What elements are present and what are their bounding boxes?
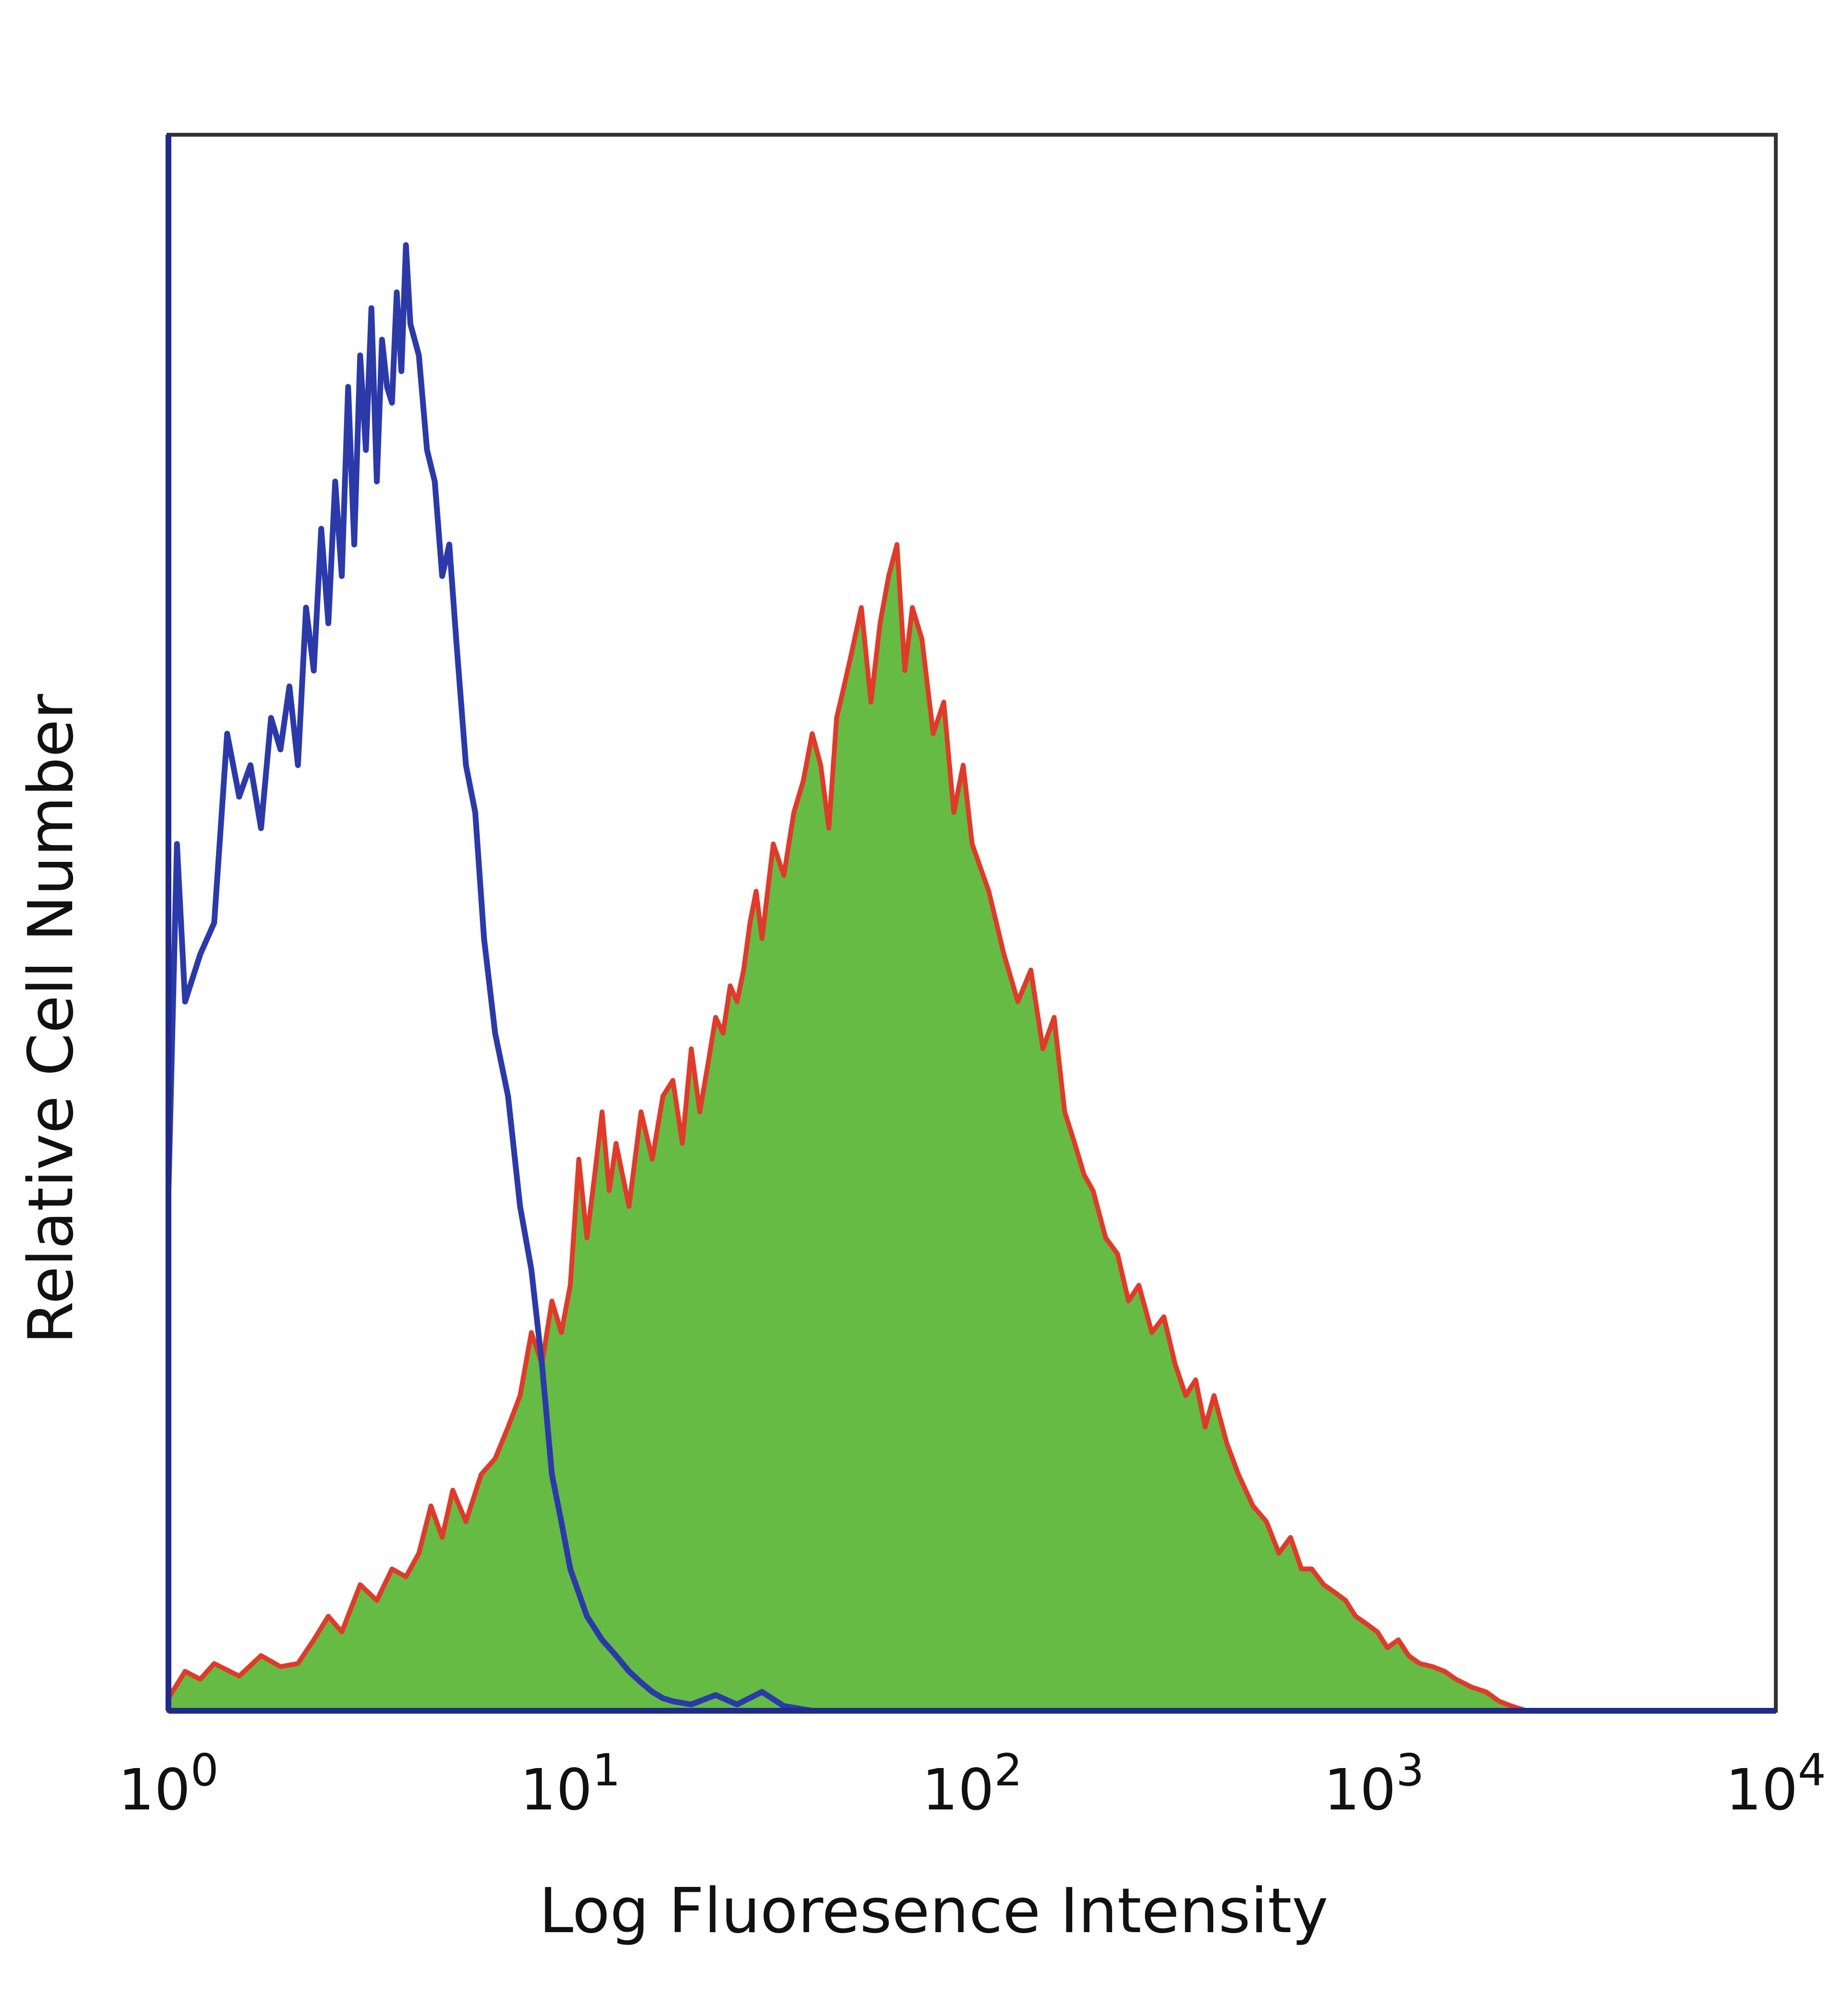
x-tick-label-3: 103 — [1324, 1744, 1424, 1823]
y-axis-label: Relative Cell Number — [15, 694, 87, 1344]
series-line-1 — [166, 242, 813, 1714]
series-layer — [166, 242, 1527, 1714]
series-edge-0 — [166, 542, 1527, 1713]
x-tick-label-1: 101 — [520, 1744, 621, 1823]
x-tick-labels: 100 101 102 103 104 — [118, 1744, 1826, 1823]
x-tick-label-4: 104 — [1726, 1744, 1826, 1823]
x-tick-label-2: 102 — [922, 1744, 1023, 1823]
x-tick-label-0: 100 — [118, 1744, 219, 1823]
x-axis-label: Log Fluoresence Intensity — [539, 1875, 1328, 1947]
series-fill-0 — [168, 544, 1527, 1711]
